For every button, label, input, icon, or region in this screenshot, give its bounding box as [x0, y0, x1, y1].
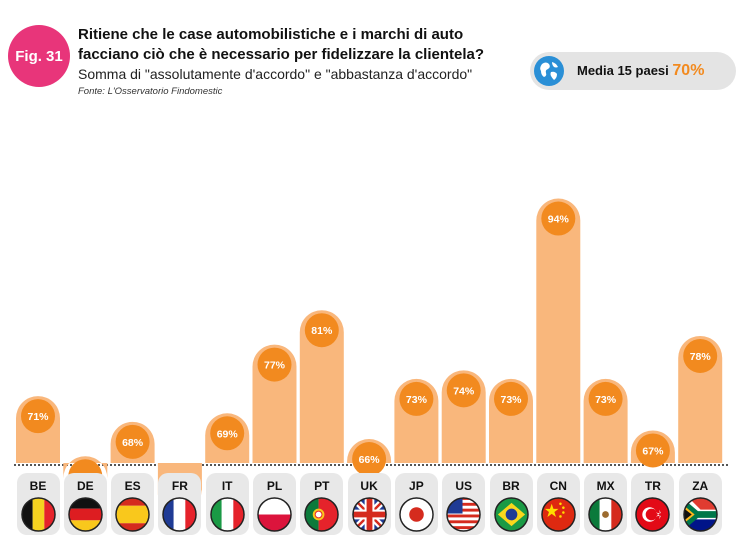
country-cn: CN — [536, 473, 580, 535]
data-label: 69% — [217, 428, 239, 440]
flag-us-icon — [446, 497, 481, 532]
category-label: MX — [596, 479, 615, 493]
country-es: ES — [111, 473, 155, 535]
data-label: 66% — [359, 454, 381, 466]
category-label: ZA — [692, 479, 709, 493]
flag-es-icon — [115, 497, 150, 532]
value-bubble — [683, 338, 718, 373]
country-za: ZA — [678, 473, 722, 535]
category-label: CN — [549, 479, 567, 493]
category-label: PL — [266, 479, 283, 493]
flag-fr-icon — [162, 497, 198, 532]
data-label: 77% — [264, 360, 286, 372]
country-pt: PT — [300, 473, 344, 535]
value-bubble — [541, 201, 576, 236]
country-jp: JP — [394, 473, 438, 535]
category-label: DE — [76, 479, 94, 493]
category-label: ES — [124, 479, 141, 493]
country-be: BE — [16, 473, 60, 535]
value-bubble — [588, 381, 623, 416]
data-label: 67% — [642, 445, 664, 457]
flag-de-icon — [68, 497, 103, 532]
flag-be-icon — [20, 497, 56, 532]
value-bubble — [21, 399, 55, 434]
value-bubble — [257, 347, 292, 382]
chart-source: Fonte: L'Osservatorio Findomestic — [78, 86, 223, 97]
globe-icon — [534, 56, 564, 86]
bar-fr — [157, 463, 202, 496]
data-label: 94% — [548, 214, 570, 226]
bar-cn — [536, 198, 581, 463]
data-label: 68% — [122, 437, 144, 449]
average-text: Media 15 paesi — [577, 63, 669, 78]
value-bubble — [210, 416, 245, 451]
category-label: JP — [409, 479, 424, 493]
country-mx: MX — [584, 473, 628, 535]
bar-de — [63, 456, 108, 479]
bar-pt — [299, 310, 344, 463]
flag-mx-icon — [588, 497, 623, 532]
category-label: IT — [221, 479, 233, 493]
value-bubble — [304, 313, 339, 348]
data-label: 81% — [311, 325, 333, 337]
flag-it-icon — [209, 497, 245, 532]
category-label: BE — [29, 479, 47, 493]
category-label: TR — [644, 479, 661, 493]
flag-cn-icon — [541, 497, 576, 532]
flag-jp-icon — [399, 497, 434, 532]
value-bubble — [494, 381, 528, 416]
flag-pt-icon — [304, 497, 340, 532]
country-it: IT — [205, 473, 249, 535]
flag-za-icon — [682, 497, 718, 532]
average-value: 70% — [672, 62, 705, 79]
average-box — [530, 52, 736, 90]
chart-title: Ritiene che le case automobilistiche e i… — [78, 26, 485, 63]
data-label: 78% — [690, 351, 712, 363]
data-label: 73% — [595, 394, 617, 406]
country-de: DE — [63, 473, 107, 535]
figure-badge: Fig. 31 — [8, 25, 70, 87]
category-label: PT — [314, 479, 330, 493]
category-label: UK — [360, 479, 378, 493]
category-label: BR — [502, 479, 520, 493]
value-bubble — [352, 442, 387, 477]
country-br: BR — [489, 473, 533, 535]
category-label: FR — [171, 479, 188, 493]
country-uk: UK — [347, 473, 391, 535]
average-label: Media 15 paesi 70% — [577, 62, 704, 80]
value-bubble — [446, 373, 481, 408]
value-bubble — [115, 424, 150, 459]
chart-subtitle: Somma di "assolutamente d'accordo" e "ab… — [78, 66, 473, 82]
flag-br-icon — [493, 497, 529, 532]
country-us: US — [442, 473, 486, 535]
country-pl: PL — [253, 473, 296, 535]
value-bubble — [399, 381, 434, 416]
data-label: 74% — [453, 385, 475, 397]
value-bubble — [635, 433, 670, 468]
data-label: 73% — [406, 394, 428, 406]
category-label: US — [455, 479, 473, 493]
data-label: 73% — [500, 394, 522, 406]
flag-uk-icon — [351, 497, 387, 532]
flag-pl-icon — [257, 497, 292, 532]
data-label: 71% — [27, 411, 49, 423]
country-fr: FR — [158, 473, 202, 535]
country-tr: TR — [631, 473, 675, 535]
flag-tr-icon — [635, 497, 671, 532]
